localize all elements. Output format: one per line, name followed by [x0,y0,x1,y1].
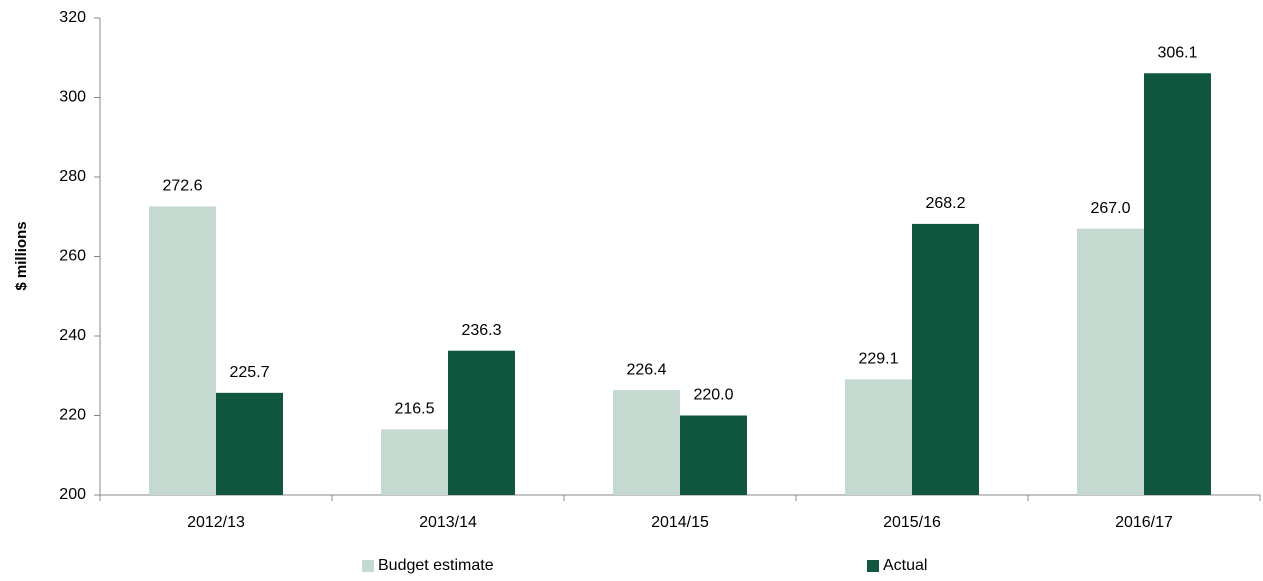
y-tick-label: 240 [59,327,86,344]
legend-swatch [362,560,374,572]
value-label: 306.1 [1157,44,1197,61]
value-label: 225.7 [229,364,269,381]
legend-label: Actual [883,557,927,574]
y-tick-label: 220 [59,407,86,424]
bar [216,392,283,495]
bar [149,206,216,496]
bar [845,379,912,495]
legend-label: Budget estimate [378,557,494,574]
y-axis-label: $ millions [13,221,30,290]
bar [381,429,448,495]
x-tick-label: 2014/15 [651,514,709,531]
bar [680,415,747,495]
x-tick-label: 2016/17 [1115,514,1173,531]
value-label: 236.3 [461,322,501,339]
y-tick-label: 300 [59,89,86,106]
value-label: 226.4 [626,361,666,378]
value-label: 268.2 [925,195,965,212]
value-label: 220.0 [693,387,733,404]
legend-swatch [867,560,879,572]
bar [1077,228,1144,496]
bar [1144,73,1211,495]
y-tick-label: 200 [59,486,86,503]
bar [448,350,515,495]
bar [613,390,680,495]
y-tick-label: 280 [59,168,86,185]
y-tick-label: 260 [59,248,86,265]
x-tick-label: 2015/16 [883,514,941,531]
value-label: 229.1 [858,351,898,368]
x-tick-label: 2012/13 [187,514,245,531]
value-label: 267.0 [1090,200,1130,217]
value-label: 216.5 [394,401,434,418]
value-label: 272.6 [162,178,202,195]
bar [912,223,979,495]
x-tick-label: 2013/14 [419,514,477,531]
y-tick-label: 320 [59,9,86,26]
